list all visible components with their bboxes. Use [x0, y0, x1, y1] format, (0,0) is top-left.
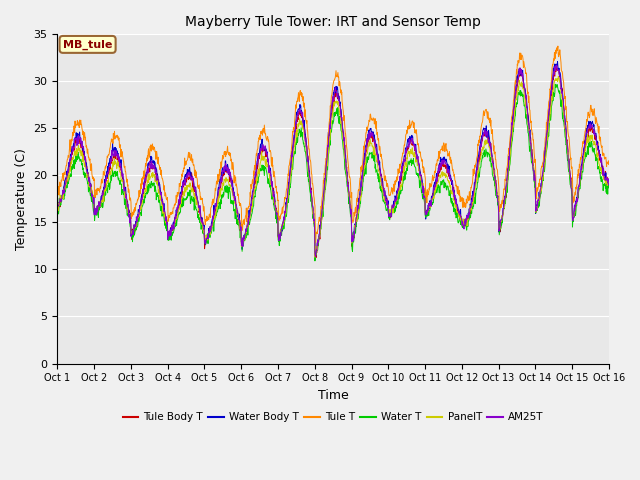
- Y-axis label: Temperature (C): Temperature (C): [15, 148, 28, 250]
- X-axis label: Time: Time: [318, 389, 349, 402]
- Legend: Tule Body T, Water Body T, Tule T, Water T, PanelT, AM25T: Tule Body T, Water Body T, Tule T, Water…: [118, 408, 548, 427]
- Text: MB_tule: MB_tule: [63, 39, 112, 49]
- Title: Mayberry Tule Tower: IRT and Sensor Temp: Mayberry Tule Tower: IRT and Sensor Temp: [185, 15, 481, 29]
